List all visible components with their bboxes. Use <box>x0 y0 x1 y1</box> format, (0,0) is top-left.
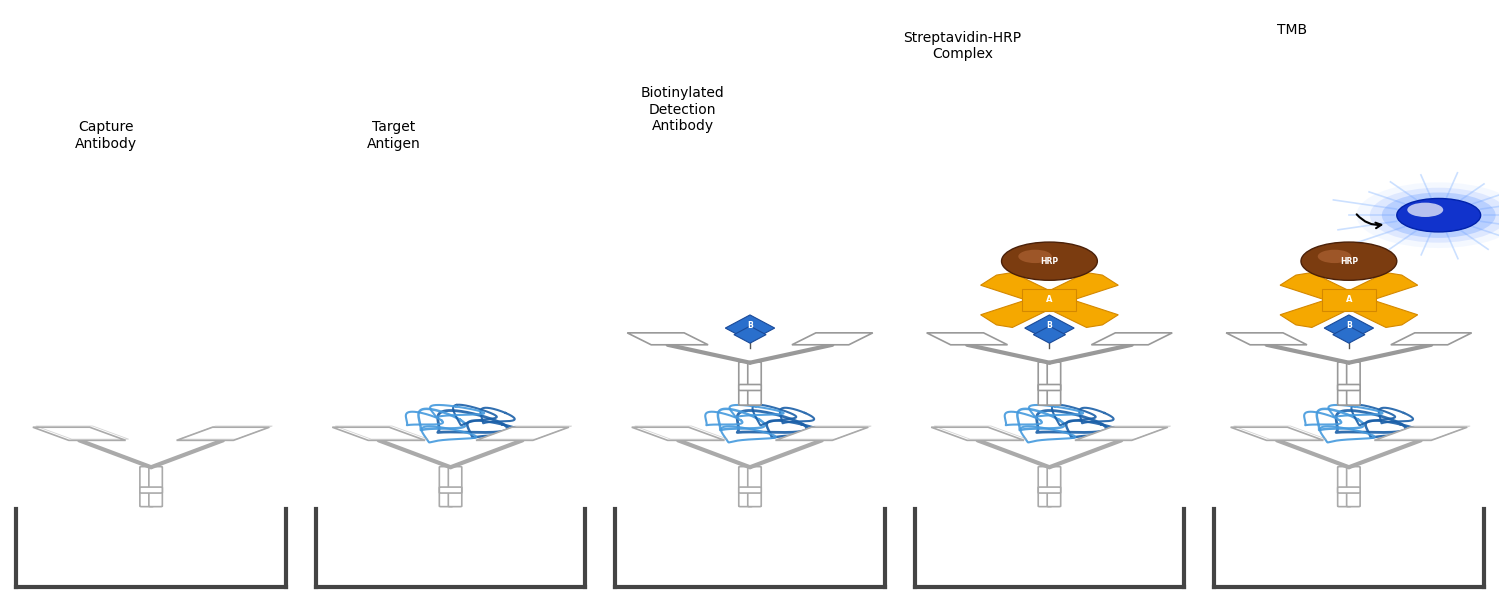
FancyBboxPatch shape <box>740 467 752 506</box>
FancyBboxPatch shape <box>1347 467 1360 506</box>
Text: B: B <box>747 321 753 330</box>
Circle shape <box>1382 193 1496 238</box>
FancyBboxPatch shape <box>1347 362 1360 405</box>
Polygon shape <box>1280 296 1359 328</box>
FancyBboxPatch shape <box>748 467 760 506</box>
Polygon shape <box>726 315 774 341</box>
Text: Target
Antigen: Target Antigen <box>368 121 420 151</box>
Polygon shape <box>1040 272 1119 304</box>
Polygon shape <box>1092 333 1172 345</box>
Text: Biotinylated
Detection
Antibody: Biotinylated Detection Antibody <box>640 86 724 133</box>
Polygon shape <box>1374 427 1467 440</box>
FancyBboxPatch shape <box>1038 385 1060 391</box>
Polygon shape <box>1322 289 1376 311</box>
FancyBboxPatch shape <box>1038 467 1052 506</box>
Text: A: A <box>1046 295 1053 304</box>
Polygon shape <box>333 427 424 440</box>
FancyBboxPatch shape <box>1047 362 1060 405</box>
FancyBboxPatch shape <box>140 487 162 493</box>
Text: A: A <box>1346 295 1352 304</box>
Polygon shape <box>177 427 270 440</box>
Polygon shape <box>776 427 868 440</box>
Polygon shape <box>1034 326 1065 343</box>
Polygon shape <box>33 427 126 440</box>
Text: HRP: HRP <box>1340 257 1358 266</box>
Polygon shape <box>1023 289 1077 311</box>
Polygon shape <box>1040 296 1119 328</box>
FancyBboxPatch shape <box>748 362 760 405</box>
Circle shape <box>1356 182 1500 248</box>
Circle shape <box>1019 250 1052 263</box>
Circle shape <box>1317 250 1352 263</box>
Polygon shape <box>734 326 766 343</box>
Polygon shape <box>1338 272 1418 304</box>
Circle shape <box>1370 188 1500 242</box>
FancyBboxPatch shape <box>1338 487 1360 493</box>
FancyBboxPatch shape <box>1338 362 1352 405</box>
Circle shape <box>1002 242 1098 280</box>
Polygon shape <box>981 296 1060 328</box>
Polygon shape <box>981 272 1060 304</box>
Polygon shape <box>1280 272 1359 304</box>
Text: HRP: HRP <box>1041 257 1059 266</box>
Text: TMB: TMB <box>1276 23 1306 37</box>
FancyBboxPatch shape <box>140 467 153 506</box>
Circle shape <box>1396 199 1480 232</box>
Circle shape <box>1300 242 1396 280</box>
Polygon shape <box>1076 427 1167 440</box>
FancyBboxPatch shape <box>740 362 752 405</box>
Polygon shape <box>932 427 1024 440</box>
FancyBboxPatch shape <box>1038 362 1052 405</box>
Polygon shape <box>1334 326 1365 343</box>
FancyBboxPatch shape <box>1047 467 1060 506</box>
FancyBboxPatch shape <box>1038 487 1060 493</box>
FancyBboxPatch shape <box>740 385 760 391</box>
Polygon shape <box>1338 296 1418 328</box>
FancyBboxPatch shape <box>440 487 462 493</box>
Text: Capture
Antibody: Capture Antibody <box>75 121 138 151</box>
Polygon shape <box>1390 333 1472 345</box>
FancyBboxPatch shape <box>448 467 462 506</box>
Polygon shape <box>1324 315 1374 341</box>
Circle shape <box>1407 203 1443 217</box>
FancyBboxPatch shape <box>440 467 453 506</box>
Text: B: B <box>1047 321 1053 330</box>
Polygon shape <box>1226 333 1306 345</box>
FancyBboxPatch shape <box>1338 385 1360 391</box>
Polygon shape <box>927 333 1008 345</box>
Polygon shape <box>632 427 724 440</box>
FancyBboxPatch shape <box>148 467 162 506</box>
Polygon shape <box>476 427 568 440</box>
Polygon shape <box>1024 315 1074 341</box>
Polygon shape <box>792 333 873 345</box>
Text: B: B <box>1346 321 1352 330</box>
Polygon shape <box>627 333 708 345</box>
FancyBboxPatch shape <box>740 487 760 493</box>
Text: Streptavidin-HRP
Complex: Streptavidin-HRP Complex <box>903 31 1022 61</box>
Polygon shape <box>1230 427 1323 440</box>
FancyBboxPatch shape <box>1338 467 1352 506</box>
